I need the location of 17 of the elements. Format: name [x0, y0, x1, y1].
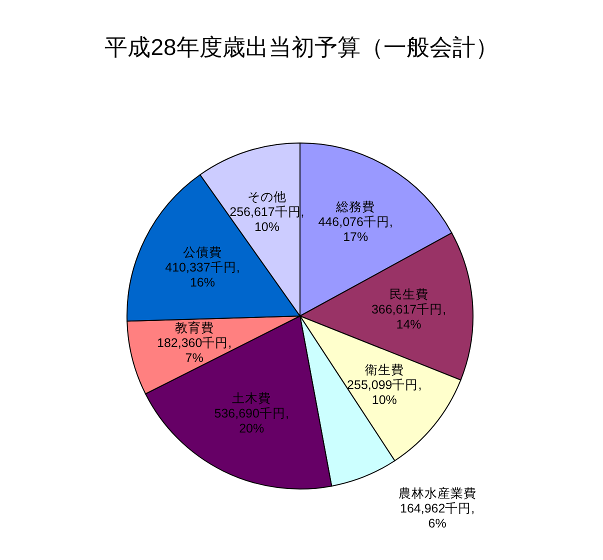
- data-label: 255,099千円, 10%: [347, 378, 422, 407]
- data-label: 256,617千円, 10%: [230, 205, 304, 234]
- slice-label: 衛生費: [364, 362, 404, 377]
- slice-label: 民生費: [389, 287, 428, 302]
- slice-label: 総務費: [335, 200, 376, 214]
- data-label: 536,690千円, 20%: [214, 406, 289, 436]
- slice-label: 農林水産業費: [398, 486, 476, 501]
- data-label: 446,076千円, 17%: [318, 215, 393, 244]
- slice-label: その他: [247, 190, 286, 204]
- data-label: 164,962千円, 6%: [400, 502, 475, 531]
- slice-label: 教育費: [174, 320, 214, 335]
- chart-title: 平成28年度歳出当初予算（一般会計）: [104, 33, 500, 62]
- slice-label: 土木費: [232, 392, 272, 406]
- data-label: 366,617千円, 14%: [371, 302, 446, 332]
- slice-label: 公債費: [182, 245, 222, 260]
- data-label: 410,337千円, 16%: [165, 260, 240, 290]
- data-label: 182,360千円, 7%: [157, 336, 232, 365]
